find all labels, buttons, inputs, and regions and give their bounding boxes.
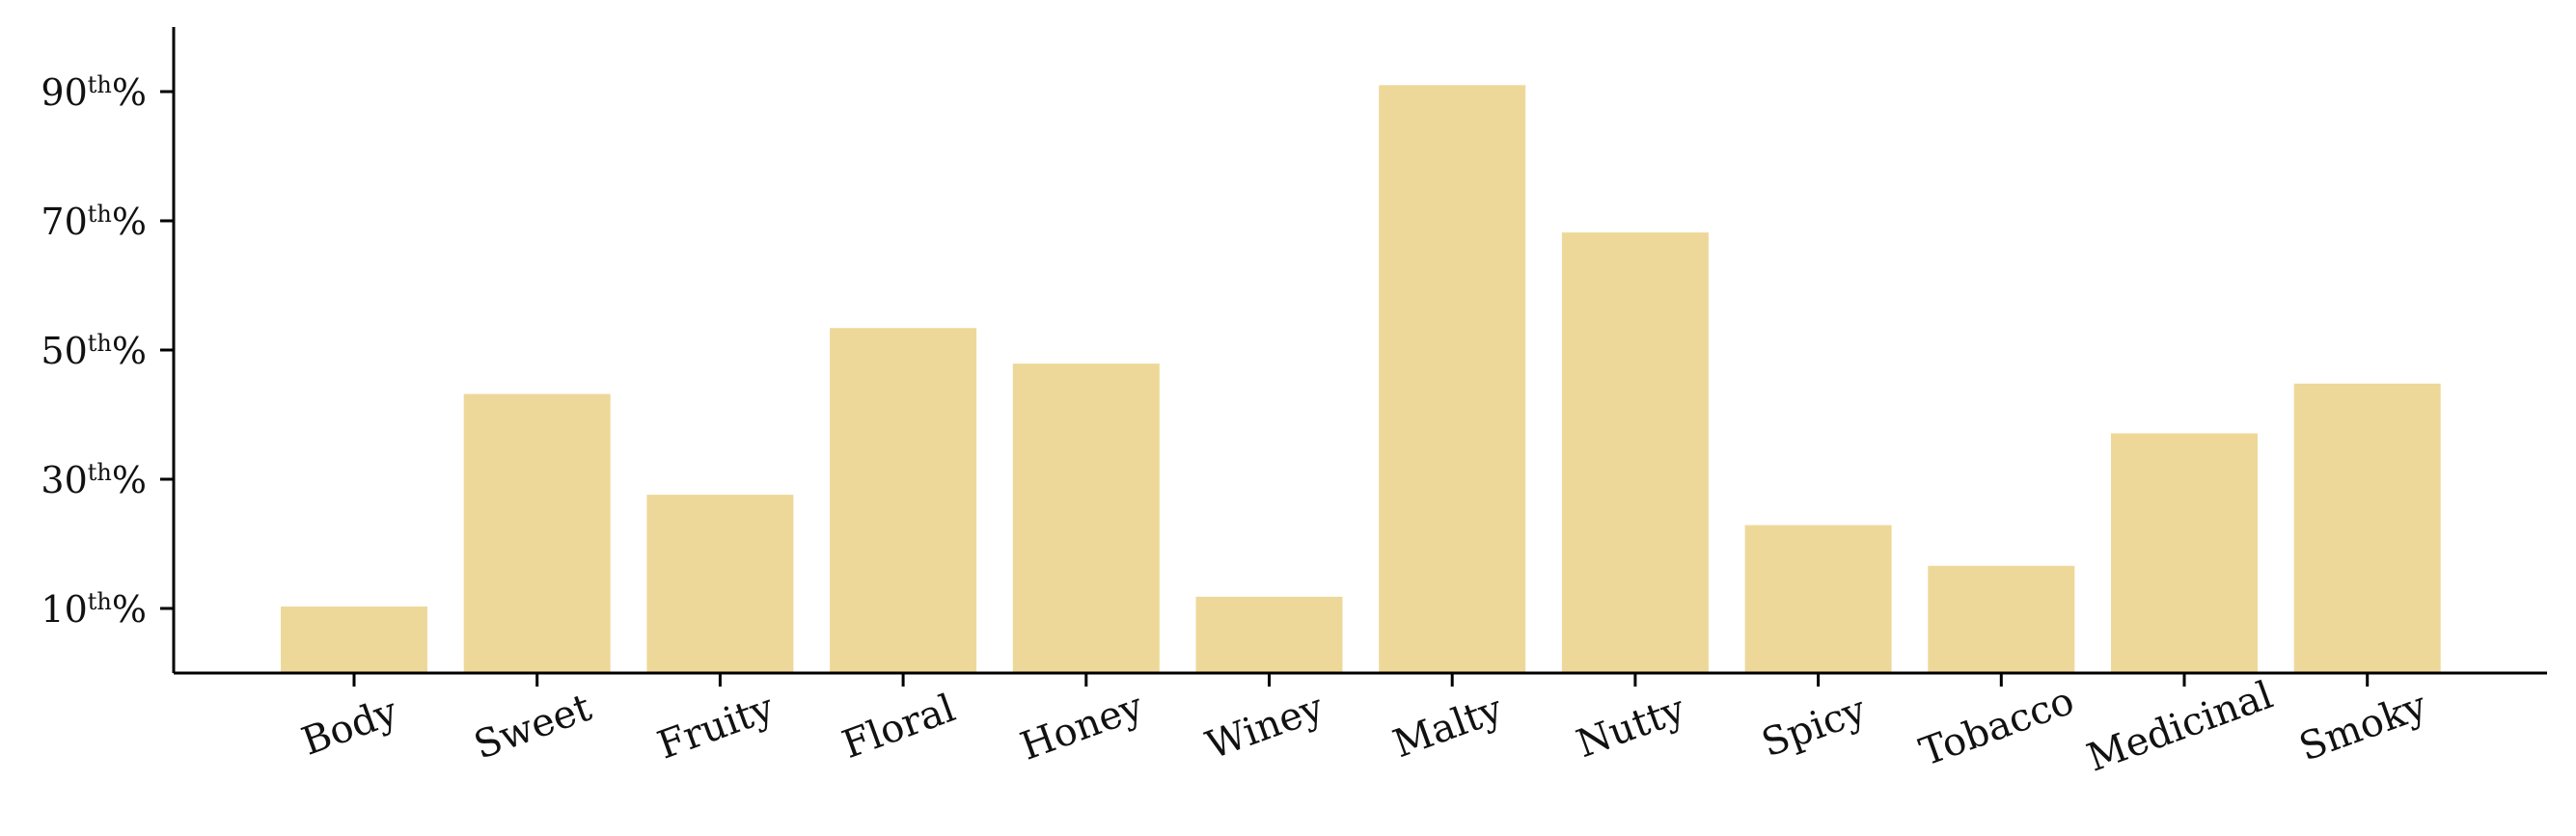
- x-tick-label-smoky: Smoky: [2293, 684, 2432, 770]
- y-tick-label-30: 30th%: [41, 459, 147, 501]
- axes-layer: [172, 27, 2547, 675]
- bar-honey: [1012, 364, 1160, 673]
- bar-winey: [1195, 596, 1343, 673]
- x-tick-labels: Body Sweet Fruity Floral Honey Winey Malty Nutt…: [296, 673, 2433, 781]
- y-tick-label-90: 90th%: [41, 71, 147, 114]
- y-tick-label-10: 10th%: [41, 588, 147, 631]
- x-tick-label-nutty: Nutty: [1571, 687, 1691, 767]
- bars-layer: [281, 85, 2441, 674]
- bar-tobacco: [1928, 565, 2075, 673]
- x-tick-label-winey: Winey: [1200, 686, 1329, 769]
- bar-sweet: [463, 393, 611, 673]
- bar-floral: [830, 328, 977, 673]
- y-tick-label-50: 50th%: [41, 330, 147, 372]
- x-tick-label-malty: Malty: [1387, 687, 1508, 767]
- bar-medicinal: [2111, 433, 2258, 673]
- bar-nutty: [1561, 232, 1709, 673]
- x-tick-label-body: Body: [296, 689, 404, 765]
- ticks-layer: [160, 90, 2370, 687]
- x-tick-label-spicy: Spicy: [1756, 688, 1872, 766]
- y-tick-labels: 10th% 30th% 50th% 70th% 90th%: [41, 71, 147, 631]
- bar-smoky: [2293, 383, 2441, 673]
- x-tick-label-honey: Honey: [1015, 685, 1149, 769]
- bar-body: [281, 607, 427, 673]
- y-tick-label-70: 70th%: [41, 201, 147, 243]
- x-tick-label-tobacco: Tobacco: [1914, 679, 2080, 775]
- bar-spicy: [1744, 525, 1892, 673]
- x-tick-label-floral: Floral: [836, 687, 961, 768]
- x-tick-label-medicinal: Medicinal: [2081, 673, 2278, 781]
- x-tick-label-sweet: Sweet: [469, 686, 597, 769]
- x-tick-label-fruity: Fruity: [652, 686, 781, 769]
- bar-malty: [1379, 85, 1526, 674]
- bar-fruity: [646, 495, 794, 673]
